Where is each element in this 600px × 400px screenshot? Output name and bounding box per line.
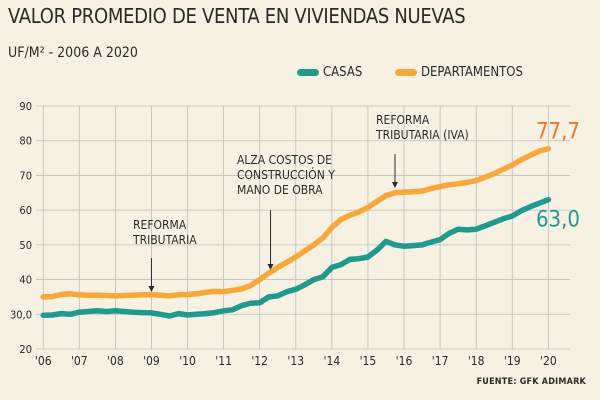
y-tick-label: 50 bbox=[19, 239, 32, 252]
y-tick-label: 60 bbox=[19, 204, 32, 217]
chart-subtitle: UF/M² - 2006 A 2020 bbox=[8, 45, 138, 61]
y-tick-label: 40 bbox=[19, 274, 32, 287]
legend-casas: CASAS bbox=[297, 65, 362, 80]
end-value-label-casas: 63,0 bbox=[536, 208, 580, 233]
x-tick-label: '09 bbox=[143, 354, 160, 368]
x-tick-label: '12 bbox=[251, 354, 268, 368]
x-tick-label: '13 bbox=[287, 354, 304, 368]
legend-departamentos-label: DEPARTAMENTOS bbox=[421, 65, 523, 80]
series-line-departamentos bbox=[40, 145, 552, 300]
legend-departamentos: DEPARTAMENTOS bbox=[395, 65, 523, 80]
y-tick-label: 20 bbox=[19, 343, 32, 356]
x-tick-label: '18 bbox=[468, 354, 485, 368]
x-tick-label: '10 bbox=[179, 354, 196, 368]
x-tick-label: '20 bbox=[540, 354, 557, 368]
y-tick-label: 80 bbox=[19, 135, 32, 148]
annotation-label: ALZA COSTOS DE CONSTRUCCIÓN Y MANO DE OBRA bbox=[237, 153, 335, 197]
y-tick-label: 90 bbox=[19, 100, 32, 113]
x-tick-label: '07 bbox=[71, 354, 88, 368]
annotation-label: REFORMA TRIBUTARIA (IVA) bbox=[375, 113, 469, 142]
legend-casas-swatch bbox=[297, 69, 319, 76]
x-tick-label: '14 bbox=[324, 354, 341, 368]
y-tick-label: 30,0 bbox=[10, 308, 32, 321]
x-tick-label: '11 bbox=[215, 354, 232, 368]
series-line-casas bbox=[40, 196, 552, 319]
x-tick-label: '08 bbox=[107, 354, 124, 368]
annotation-arrow-head bbox=[267, 264, 274, 270]
x-tick-label: '15 bbox=[360, 354, 377, 368]
source-note: FUENTE: GFK ADIMARK bbox=[476, 377, 586, 387]
x-tick-label: '06 bbox=[35, 354, 52, 368]
annotation-arrow-head bbox=[392, 182, 399, 188]
legend-casas-label: CASAS bbox=[323, 65, 363, 80]
x-tick-label: '17 bbox=[432, 354, 449, 368]
chart-title: VALOR PROMEDIO DE VENTA EN VIVIENDAS NUE… bbox=[8, 4, 466, 28]
y-tick-label: 70 bbox=[19, 169, 32, 182]
x-tick-label: '19 bbox=[504, 354, 521, 368]
end-value-label-departamentos: 77,7 bbox=[536, 120, 580, 145]
annotation-label: REFORMA TRIBUTARIA bbox=[132, 218, 197, 247]
legend-departamentos-swatch bbox=[395, 69, 417, 76]
x-tick-label: '16 bbox=[396, 354, 413, 368]
annotation-arrow-head bbox=[148, 286, 155, 292]
